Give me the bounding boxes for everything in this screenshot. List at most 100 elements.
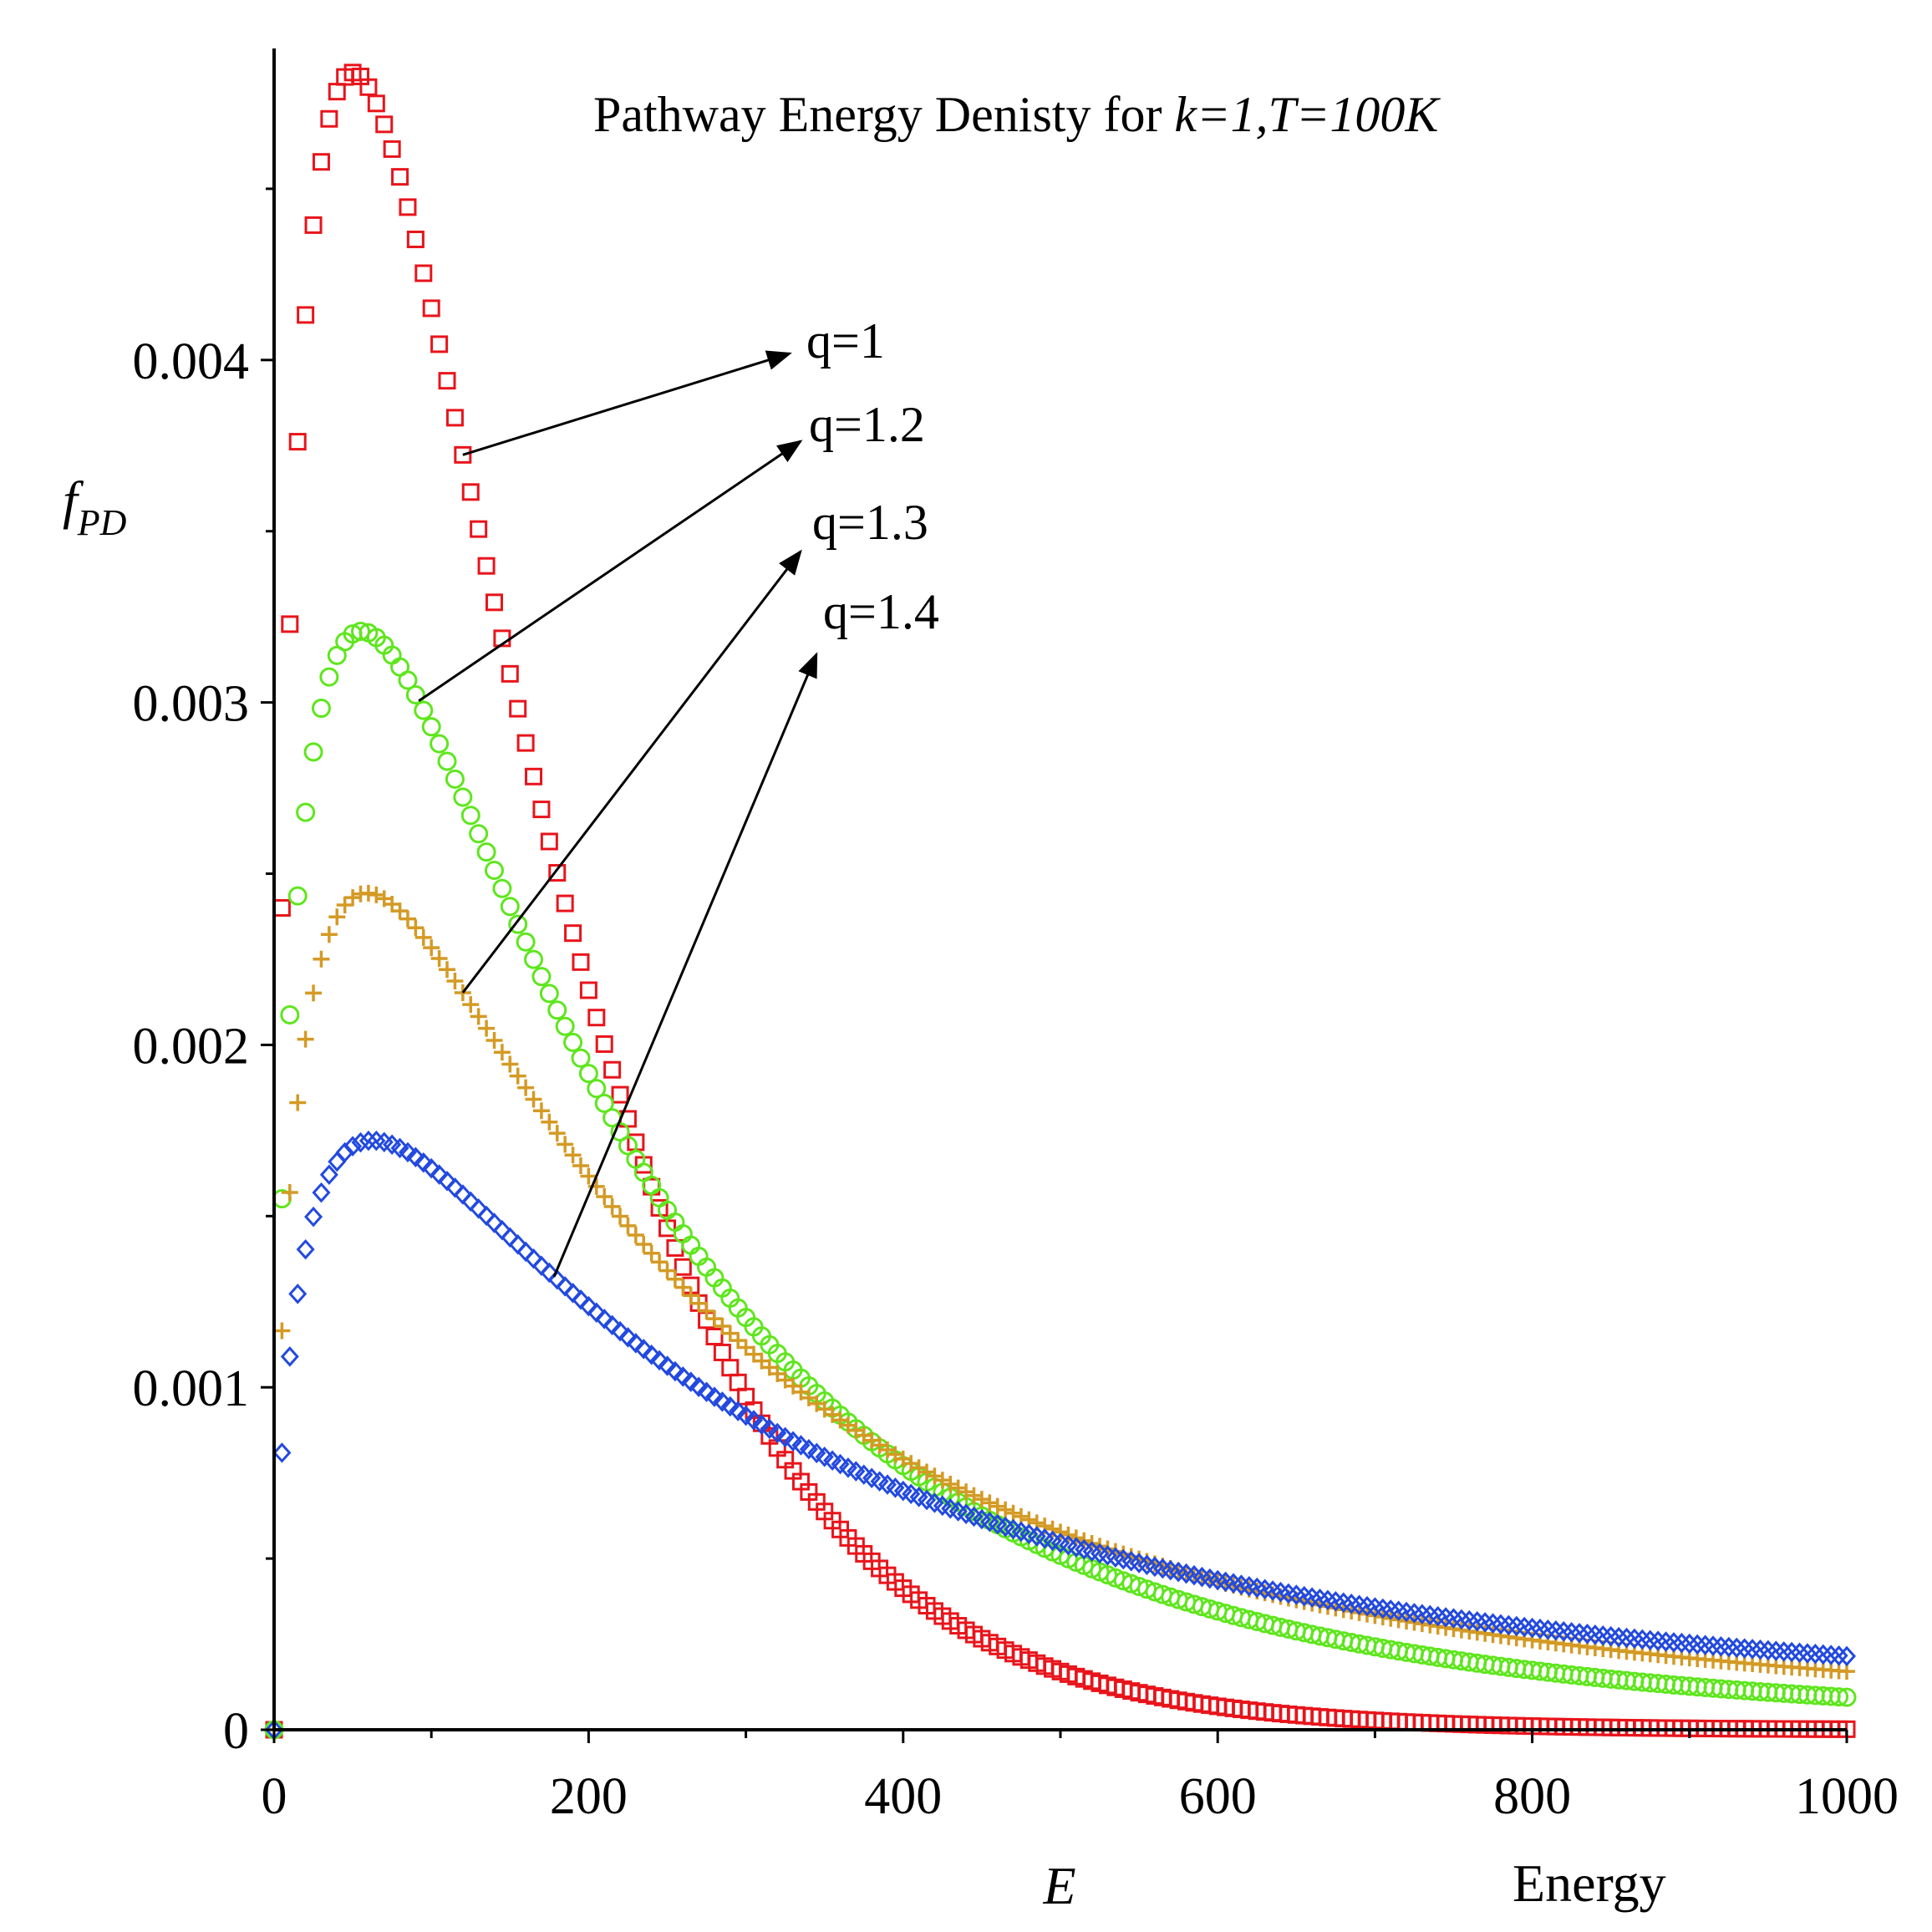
point-q=1.3 [297,1030,314,1048]
point-q=1.3 [541,1113,558,1131]
point-q=1 [359,78,378,96]
point-q=1.2 [280,1005,300,1025]
x-tick-label: 400 [864,1768,942,1825]
point-q=1.4 [398,1141,417,1163]
point-q=1.3 [674,1279,692,1296]
point-q=1.3 [501,1055,519,1073]
point-q=1.4 [563,1283,582,1304]
point-q=1.2 [351,621,371,641]
x-axis-label-energy: Energy [1513,1853,1666,1913]
point-q=1.3 [281,1183,298,1201]
point-q=1.3 [305,984,323,1002]
point-q=1 [603,1060,622,1079]
chart-title-main: Pathway Energy Denisty for [593,87,1174,142]
point-q=1.3 [989,1497,1006,1515]
point-q=1.2 [524,949,544,969]
point-q=1 [721,1359,740,1377]
point-q=1.3 [1052,1523,1069,1541]
y-tick-label: 0.004 [133,333,250,390]
point-q=1 [579,981,597,999]
point-q=1.2 [1837,1687,1857,1707]
point-q=1.4 [713,1391,732,1412]
point-q=1.3 [612,1208,629,1225]
point-q=1 [674,1258,692,1276]
point-q=1 [470,520,488,538]
point-q=1 [611,1085,629,1104]
point-q=1.4 [877,1474,897,1495]
point-q=1.4 [611,1320,630,1342]
arrow-q=1.3 [461,549,802,994]
arrow-q=1.2 [418,440,803,703]
point-q=1 [525,767,543,786]
point-q=1.3 [658,1262,676,1279]
point-q=1.4 [304,1206,323,1228]
point-q=1.2 [587,1079,607,1099]
point-q=1.4 [618,1327,638,1348]
point-q=1.4 [383,1134,402,1156]
point-q=1 [375,115,394,134]
point-q=1.3 [698,1303,715,1320]
point-q=1.3 [399,910,416,928]
legend-label-q=1: q=1 [806,313,885,369]
point-q=1.3 [965,1487,983,1504]
point-q=1.4 [422,1157,441,1179]
chart-title: Pathway Energy Denisty for k=1,T=100K [593,87,1441,142]
point-q=1.2 [303,742,323,762]
point-q=1 [438,372,456,390]
point-q=1.3 [627,1227,644,1244]
point-q=1 [430,335,449,353]
point-q=1.4 [571,1289,591,1310]
point-q=1.3 [721,1324,739,1342]
point-q=1.4 [445,1177,465,1198]
point-q=1.2 [492,878,512,898]
point-q=1 [461,483,480,501]
series-layer [264,64,1857,1741]
point-q=1.4 [697,1381,716,1402]
point-q=1 [540,832,558,851]
point-q=1 [445,409,464,427]
point-q=1.4 [319,1164,338,1185]
point-q=1.3 [997,1501,1014,1518]
point-q=1.2 [398,670,418,690]
point-q=1.4 [862,1467,882,1488]
point-q=1.3 [289,1094,307,1111]
point-q=1 [367,94,385,113]
point-q=1.3 [958,1483,975,1501]
point-q=1.4 [438,1171,457,1192]
point-q=1.2 [414,700,434,720]
point-q=1.4 [272,1442,292,1463]
point-q=1.4 [720,1396,740,1417]
point-q=1.3 [462,996,480,1014]
point-q=1 [304,216,323,234]
point-q=1 [454,445,472,464]
point-q=1.2 [437,751,457,771]
x-tick-label: 1000 [1795,1768,1899,1825]
point-q=1.3 [1004,1504,1022,1522]
point-q=1.2 [500,897,520,917]
point-q=1.3 [430,949,448,967]
point-q=1.3 [1044,1520,1061,1538]
point-q=1.3 [572,1157,589,1175]
point-q=1.4 [854,1464,873,1485]
point-q=1.3 [486,1031,503,1049]
legend-label-q=1.4: q=1.4 [823,584,939,639]
point-q=1.4 [886,1477,905,1498]
point-q=1.4 [343,1136,363,1157]
point-q=1.2 [571,1048,591,1068]
point-q=1.2 [287,886,308,906]
point-q=1 [587,1009,606,1027]
point-q=1.4 [595,1309,614,1330]
point-q=1.3 [690,1294,708,1312]
point-q=1.3 [603,1197,621,1215]
point-q=1.4 [358,1130,378,1152]
point-q=1.3 [423,939,440,957]
point-q=1.3 [344,889,362,907]
point-q=1.2 [594,1093,614,1113]
point-q=1.4 [280,1346,299,1367]
point-q=1.4 [752,1414,771,1435]
point-q=1.4 [351,1131,370,1153]
point-q=1.3 [359,884,377,902]
point-q=1.3 [320,926,338,943]
point-q=1 [406,230,425,248]
point-q=1.2 [460,806,480,826]
